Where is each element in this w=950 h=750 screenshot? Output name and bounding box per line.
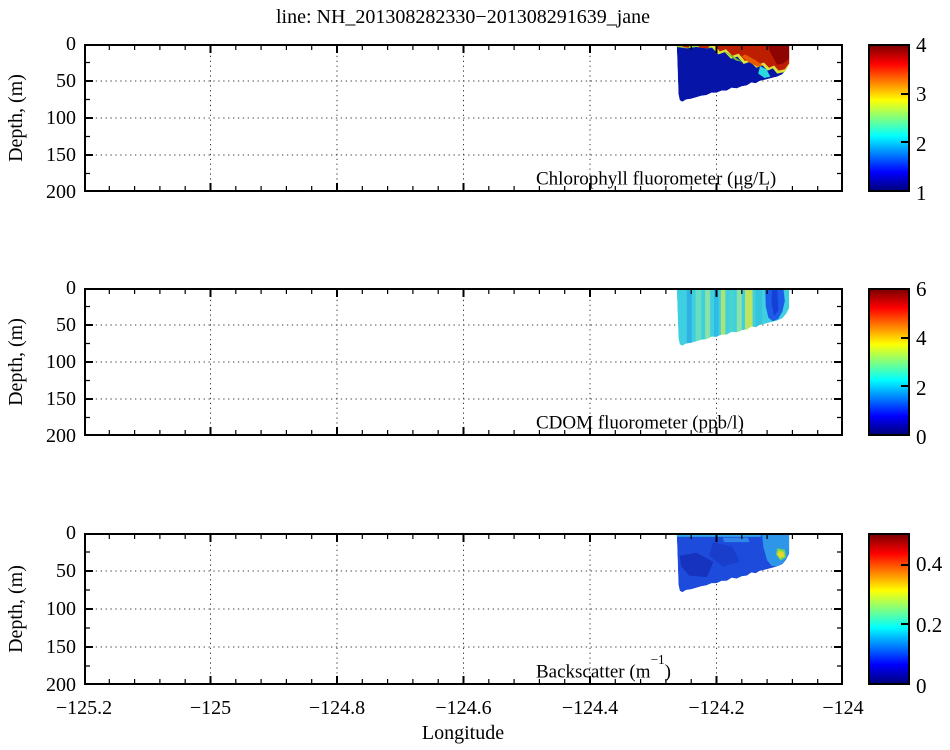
annotation-text: )	[664, 661, 671, 682]
region-stripe-7	[736, 288, 742, 346]
colorbar-tick-label: 6	[916, 277, 927, 301]
colorbar-gradient	[870, 535, 908, 683]
annotation-sup: −1	[650, 651, 665, 667]
region-stripe-8-bright	[745, 288, 753, 346]
region-stripe-6	[729, 288, 734, 346]
heatmap-data-chlorophyll	[676, 44, 790, 102]
heatmap-data-cdom	[676, 288, 790, 346]
axes-border	[84, 288, 843, 436]
x-tick-label: −124.4	[561, 697, 619, 719]
colorbar-tick-label: 0.2	[916, 613, 943, 637]
region-blue-patch-dark	[771, 289, 779, 317]
region-stripe-5	[720, 288, 726, 346]
panel-annotation-cdom: CDOM fluorometer (ppb/l)	[536, 409, 744, 434]
region-mid-cyan-streak	[722, 537, 750, 543]
major-ticks	[84, 288, 843, 436]
colorbar-tick-label: 0.4	[916, 552, 943, 576]
minor-ticks	[86, 535, 841, 683]
colorbar-cdom	[868, 288, 910, 436]
colorbar-tick-label: 3	[916, 82, 927, 106]
region-bloom-orange	[741, 54, 763, 67]
major-ticks	[84, 533, 843, 685]
y-tick-label: 50	[56, 70, 76, 92]
x-tick-label: −124.2	[688, 697, 745, 719]
y-tick-label: 150	[46, 388, 76, 410]
region-yellow-spot	[777, 550, 785, 559]
gridlines	[86, 290, 841, 434]
panel-cdom: CDOM fluorometer (ppb/l)	[84, 288, 843, 436]
y-tick-label: 0	[66, 33, 76, 55]
plot-area	[84, 533, 843, 685]
gridlines	[86, 46, 841, 190]
region-stripe-1	[686, 288, 692, 346]
colorbar-gradient	[870, 290, 908, 434]
axes-border	[84, 533, 843, 685]
heatmap-data-backscatter	[676, 533, 790, 593]
plot-area	[84, 44, 843, 192]
x-tick-label: −125.2	[55, 697, 113, 719]
y-tick-label: 150	[46, 144, 76, 166]
colorbar-backscatter	[868, 533, 910, 685]
colorbar-tick-label: 2	[916, 376, 927, 400]
y-tick-label: 0	[66, 277, 76, 299]
y-tick-label: 200	[46, 674, 76, 696]
annotation-text: Chlorophyll fluorometer (μg/L)	[536, 168, 777, 189]
gridlines	[86, 535, 841, 683]
colorbar-tick	[901, 141, 908, 143]
colorbar-tick-label: 4	[916, 326, 927, 350]
region-stripe-3	[705, 288, 711, 346]
y-tick-label: 100	[46, 351, 76, 373]
colorbar-gradient	[870, 46, 908, 190]
region-bloom-dark-red	[768, 45, 790, 65]
axes-border	[84, 44, 843, 192]
figure-title: line: NH_201308282330−201308291639_jane	[275, 6, 651, 28]
colorbar-tick	[901, 564, 908, 566]
colorbar-tick	[901, 337, 908, 339]
region-cyan-speck	[758, 66, 771, 78]
colorbar-tick	[901, 385, 908, 387]
x-tick-label: −124	[822, 697, 864, 719]
y-tick-label: 150	[46, 636, 76, 658]
y-tick-label: 100	[46, 107, 76, 129]
x-tick-label: −124.6	[435, 697, 492, 719]
y-tick-label: 200	[46, 181, 76, 203]
region-dark-blob-1	[679, 552, 714, 578]
y-tick-label: 50	[56, 560, 76, 582]
colorbar-tick-label: 0	[916, 425, 927, 449]
panel-chlorophyll: Chlorophyll fluorometer (μg/L)	[84, 44, 843, 192]
colorbar-tick	[901, 93, 908, 95]
y-tick-label: 100	[46, 598, 76, 620]
major-ticks	[84, 44, 843, 192]
region-stripe-4	[714, 288, 719, 346]
colorbar-chlorophyll	[868, 44, 910, 192]
minor-ticks	[86, 290, 841, 434]
minor-ticks	[86, 46, 841, 190]
colorbar-tick-label: 1	[916, 181, 927, 205]
colorbar-tick-label: 4	[916, 33, 927, 57]
plot-area	[84, 288, 843, 436]
annotation-text: CDOM fluorometer (ppb/l)	[536, 412, 744, 433]
region-stripe-2	[695, 288, 702, 346]
panel-annotation-backscatter: Backscatter (m−1)	[536, 652, 671, 683]
colorbar-tick-label: 2	[916, 132, 927, 156]
y-tick-label: 50	[56, 314, 76, 336]
panel-annotation-chlorophyll: Chlorophyll fluorometer (μg/L)	[536, 165, 776, 190]
annotation-text: Backscatter (m	[536, 661, 651, 682]
x-axis-label: Longitude	[421, 722, 505, 744]
colorbar-tick	[901, 623, 908, 625]
y-tick-label: 200	[46, 425, 76, 447]
region-dark-blob-2	[708, 542, 740, 567]
colorbar-tick-label: 0	[916, 674, 927, 698]
region-stripe-9	[755, 288, 762, 346]
x-tick-label: −125	[189, 697, 232, 719]
x-tick-label: −124.8	[308, 697, 366, 719]
y-tick-label: 0	[66, 522, 76, 544]
panel-backscatter: Backscatter (m−1)	[84, 533, 843, 685]
